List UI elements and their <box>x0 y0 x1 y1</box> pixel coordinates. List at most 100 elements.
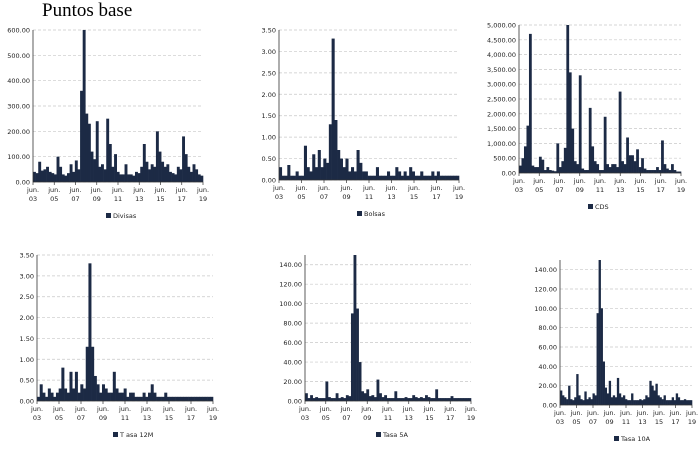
bar <box>323 158 327 180</box>
y-tick-label: 500.00 <box>7 52 30 60</box>
bar <box>166 164 170 182</box>
bar <box>610 397 614 405</box>
bar <box>606 393 610 405</box>
legend-swatch <box>113 432 118 437</box>
y-tick-label: 2,500.00 <box>487 96 516 104</box>
bar <box>411 171 415 180</box>
x-tick-label: jun. <box>654 177 667 185</box>
x-tick-label: 19 <box>688 418 696 426</box>
bar <box>192 164 196 182</box>
bar <box>568 72 572 173</box>
bar <box>121 174 125 182</box>
bar <box>608 167 612 173</box>
x-tick-label: jun. <box>339 184 352 192</box>
bar <box>320 167 324 180</box>
bar <box>108 144 112 182</box>
bar <box>202 396 206 401</box>
bar <box>528 33 532 173</box>
bar <box>594 395 597 405</box>
x-tick-label: 03 <box>29 195 37 203</box>
bar <box>628 155 632 173</box>
x-tick-label: jun. <box>422 405 435 413</box>
bar <box>153 166 157 182</box>
y-tick-label: 2.50 <box>20 293 34 301</box>
bar <box>448 398 451 401</box>
x-tick-label: 07 <box>71 195 79 203</box>
bar <box>51 173 55 182</box>
bar <box>107 392 111 401</box>
bar <box>649 380 652 405</box>
bar <box>621 161 624 173</box>
bar <box>601 170 605 173</box>
bar <box>653 170 657 173</box>
y-tick-label: 140.00 <box>534 266 557 274</box>
bar <box>519 165 522 173</box>
bar <box>306 167 310 180</box>
bar <box>303 145 307 180</box>
y-tick-label: 100.00 <box>7 153 30 161</box>
bar <box>618 91 622 173</box>
bar <box>389 175 393 180</box>
x-tick-label: 09 <box>342 193 350 201</box>
x-tick-label: jun. <box>52 405 65 413</box>
bar <box>362 171 366 180</box>
bar <box>312 398 316 401</box>
bar <box>556 143 560 173</box>
bar <box>72 388 76 401</box>
bar <box>350 313 354 401</box>
x-tick-label: 05 <box>322 414 330 422</box>
bar <box>586 170 590 173</box>
x-tick-label: jun. <box>443 405 456 413</box>
bar <box>439 175 443 180</box>
bar <box>548 170 552 173</box>
bar <box>400 175 404 180</box>
bar <box>578 75 582 173</box>
bar <box>376 379 380 401</box>
legend-swatch <box>588 204 593 209</box>
y-tick-label: 120.00 <box>534 286 557 294</box>
bar <box>185 396 189 401</box>
bar <box>633 161 637 173</box>
bar <box>576 374 579 405</box>
legend-label: Divisas <box>113 212 137 220</box>
bar <box>453 398 456 401</box>
bar <box>447 175 451 180</box>
bar <box>139 396 143 401</box>
bar <box>112 371 116 401</box>
x-tick-label: jun. <box>184 405 197 413</box>
bar <box>327 397 331 401</box>
bar <box>417 175 421 180</box>
bar <box>645 395 648 405</box>
bar <box>403 171 407 180</box>
y-tick-label: 2.50 <box>262 69 276 77</box>
x-tick-label: jun. <box>402 405 415 413</box>
bar <box>523 146 527 173</box>
y-tick-label: 300.00 <box>7 103 30 111</box>
bar <box>284 175 288 180</box>
bar <box>137 396 141 401</box>
bar <box>295 171 299 180</box>
x-tick-label: 05 <box>55 414 63 422</box>
y-tick-label: 2.00 <box>20 314 34 322</box>
legend-label: CDS <box>595 203 609 211</box>
x-tick-label: 03 <box>515 186 523 194</box>
bar <box>127 174 131 182</box>
chart-divisas: 0.00 100.00 200.00 300.00 400.00 500.00 600.00… <box>7 27 209 221</box>
bar <box>612 395 616 405</box>
bar <box>111 166 115 182</box>
bar <box>131 392 135 401</box>
bar <box>317 150 321 180</box>
x-tick-label: 09 <box>363 414 371 422</box>
bar <box>120 392 124 401</box>
x-tick-label: jun. <box>90 186 103 194</box>
bar <box>335 393 339 401</box>
x-tick-label: 13 <box>405 414 413 422</box>
x-tick-label: 11 <box>121 414 129 422</box>
y-tick-label: 1.00 <box>20 356 34 364</box>
bar <box>47 388 51 401</box>
bar <box>158 396 162 401</box>
bar <box>596 313 599 405</box>
bar <box>189 171 193 182</box>
bar <box>114 154 117 182</box>
x-tick-label: 07 <box>342 414 350 422</box>
